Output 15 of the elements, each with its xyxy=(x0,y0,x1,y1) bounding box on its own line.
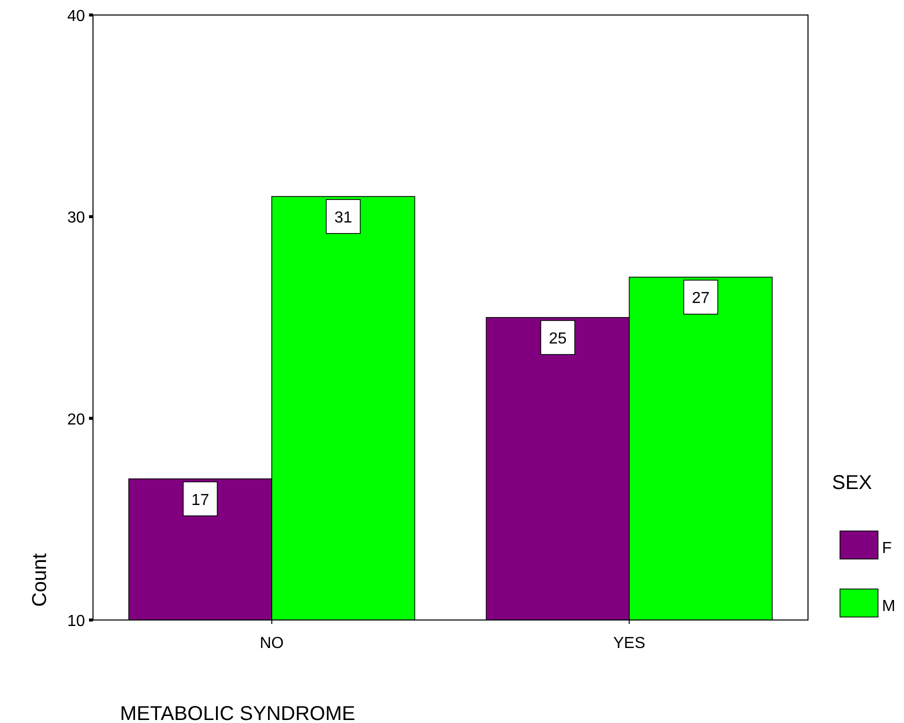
y-tick-label: 40 xyxy=(67,8,86,25)
y-tick-label: 20 xyxy=(67,411,86,428)
y-tick-label: 30 xyxy=(67,210,86,227)
data-label: 25 xyxy=(548,330,567,348)
x-tick-label: YES xyxy=(613,635,646,652)
data-label: 27 xyxy=(692,290,710,308)
legend-label: F xyxy=(882,540,892,557)
legend-title: SEX xyxy=(832,472,872,494)
data-label: 17 xyxy=(191,492,210,509)
x-tick-label: NO xyxy=(260,635,284,652)
data-label: 31 xyxy=(334,210,352,226)
y-tick-label: 10 xyxy=(67,613,86,630)
legend-label: M xyxy=(882,598,896,615)
x-axis-title: METABOLIC SYNDROME xyxy=(120,703,356,723)
y-axis-title: Count xyxy=(29,552,51,607)
